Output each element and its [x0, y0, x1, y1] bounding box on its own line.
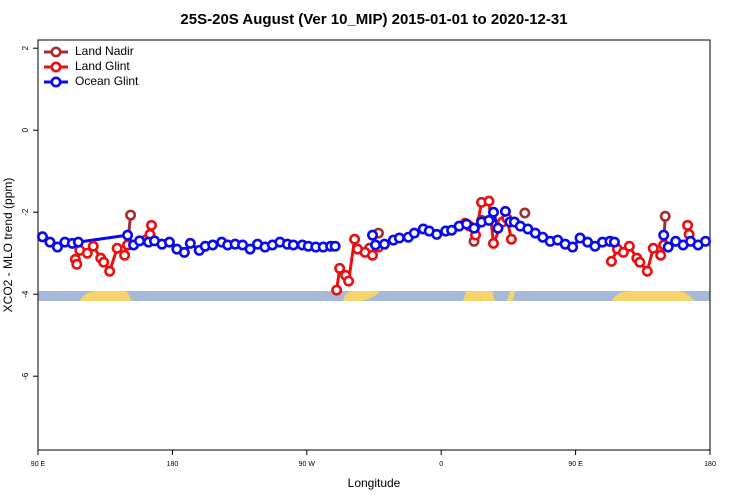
data-point — [682, 219, 694, 231]
data-point — [72, 236, 84, 248]
data-point — [36, 231, 48, 243]
data-point — [483, 195, 495, 207]
data-point — [287, 239, 299, 251]
x-axis-label: Longitude — [348, 476, 401, 490]
y-tick-label: -4 — [21, 290, 30, 298]
data-point — [393, 232, 405, 244]
data-point — [617, 246, 629, 258]
data-point — [468, 222, 480, 234]
y-tick-label: 2 — [21, 45, 30, 50]
data-point — [647, 242, 659, 254]
data-point — [178, 246, 190, 258]
data-point — [44, 236, 56, 248]
data-point — [104, 265, 116, 277]
data-point — [349, 233, 361, 245]
legend-label: Ocean Glint — [75, 74, 139, 88]
data-point — [184, 237, 196, 249]
data-point — [244, 243, 256, 255]
x-tick-label: 90 E — [568, 461, 583, 468]
data-point — [662, 241, 674, 253]
y-tick-label: -6 — [21, 372, 30, 380]
y-tick-label: -2 — [21, 208, 30, 216]
data-point — [119, 249, 131, 261]
data-point — [51, 241, 63, 253]
legend-marker — [50, 61, 62, 73]
land-strip — [507, 291, 515, 301]
data-point — [378, 238, 390, 250]
data-point — [505, 233, 517, 245]
legend-label: Land Nadir — [75, 44, 134, 58]
data-point — [487, 206, 499, 218]
data-point — [655, 249, 667, 261]
data-point — [87, 240, 99, 252]
data-point — [207, 239, 219, 251]
plot-frame — [37, 39, 711, 451]
land-strip — [80, 291, 131, 301]
x-tick-label: 180 — [704, 461, 716, 468]
data-point — [487, 237, 499, 249]
data-point — [700, 235, 712, 247]
data-point — [608, 236, 620, 248]
data-point — [367, 249, 379, 261]
land-strip — [343, 291, 380, 301]
data-point — [483, 214, 495, 226]
data-point — [163, 236, 175, 248]
data-point — [122, 229, 134, 241]
data-point — [81, 247, 93, 259]
data-point — [98, 256, 110, 268]
data-point — [369, 239, 381, 251]
y-axis-label: XCO2 - MLO trend (ppm) — [1, 178, 15, 313]
data-point — [145, 219, 157, 231]
data-point — [623, 240, 635, 252]
data-point — [519, 207, 531, 219]
chart-title: 25S-20S August (Ver 10_MIP) 2015-01-01 t… — [180, 11, 567, 28]
data-point — [605, 255, 617, 267]
legend-label: Land Glint — [75, 59, 130, 73]
x-tick-label: 0 — [439, 461, 443, 468]
data-point — [125, 209, 137, 221]
legend-marker — [50, 46, 62, 58]
data-point — [658, 229, 670, 241]
data-point — [499, 205, 511, 217]
data-point — [134, 235, 146, 247]
data-point — [111, 242, 123, 254]
data-point — [408, 227, 420, 239]
data-point — [431, 228, 443, 240]
x-tick-label: 180 — [167, 461, 179, 468]
x-tick-label: 90 E — [31, 461, 46, 468]
land-strip — [463, 291, 495, 301]
data-point — [367, 229, 379, 241]
data-point — [331, 284, 343, 296]
y-tick-label: 0 — [21, 127, 30, 132]
data-point — [343, 275, 355, 287]
data-point — [334, 262, 346, 274]
legend-marker — [50, 76, 62, 88]
x-tick-label: 90 W — [299, 461, 316, 468]
data-point — [329, 240, 341, 252]
map-strip — [38, 291, 710, 301]
data-point — [71, 258, 83, 270]
data-point — [641, 265, 653, 277]
data-point — [492, 222, 504, 234]
data-point — [659, 210, 671, 222]
data-point — [634, 256, 646, 268]
land-strip — [612, 291, 694, 301]
data-point — [567, 241, 579, 253]
